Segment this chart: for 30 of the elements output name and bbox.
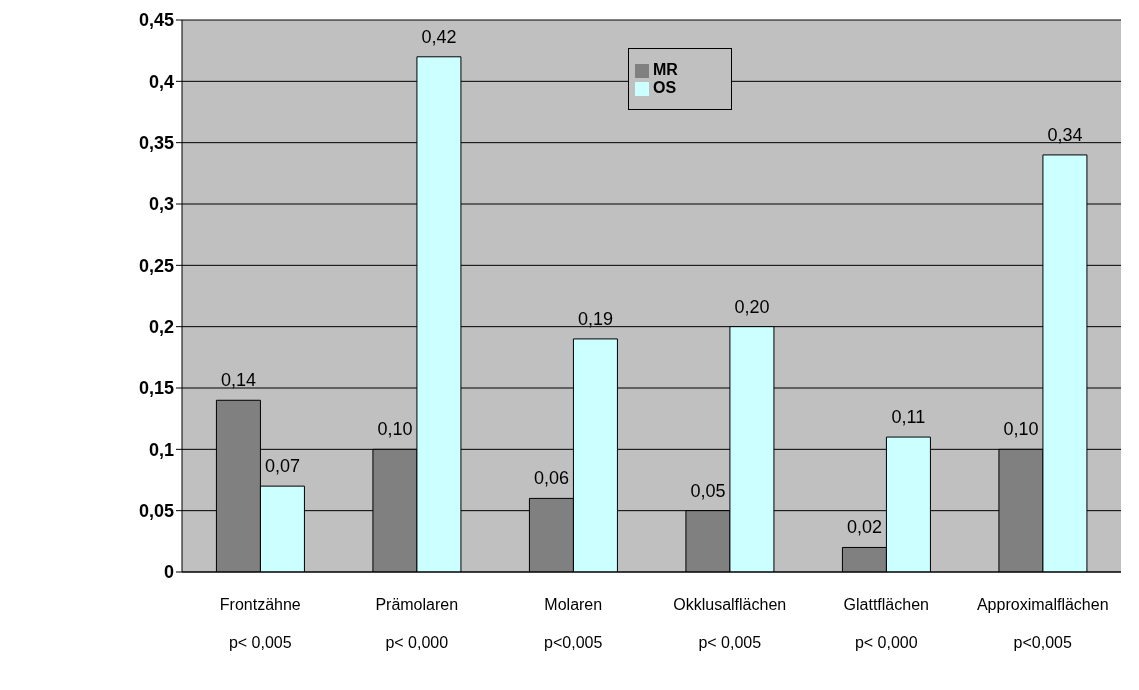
data-label: 0,05 [690, 480, 726, 501]
category-label: Prämolaren p< 0,000 [375, 596, 459, 651]
data-label: 0,42 [421, 26, 457, 47]
y-tick-label: 0,1 [148, 439, 174, 460]
category-label: Frontzähne p< 0,005 [219, 596, 301, 651]
category-label: Okklusalflächen p< 0,005 [673, 596, 787, 651]
data-label: 0,14 [220, 370, 256, 391]
data-label: 0,06 [533, 468, 569, 489]
y-tick-label: 0,3 [148, 194, 174, 215]
y-tick-label: 0,25 [138, 255, 174, 276]
y-tick-label: 0,15 [138, 378, 174, 399]
data-label: 0,02 [846, 517, 882, 538]
data-label: 0,07 [264, 456, 300, 477]
data-label: 0,20 [734, 296, 770, 317]
legend-label: MR [653, 61, 678, 78]
y-tick-label: 0,2 [148, 317, 174, 338]
data-label: 0,11 [891, 407, 926, 428]
category-label: Glattflächen p< 0,000 [843, 596, 929, 651]
y-tick-label: 0 [163, 562, 174, 583]
legend-label: OS [653, 79, 677, 96]
y-tick-label: 0,45 [138, 10, 174, 31]
data-label: 0,10 [377, 419, 413, 440]
data-label: 0,34 [1047, 124, 1083, 145]
category-label: Molaren p<0,005 [544, 596, 603, 651]
data-label: 0,19 [577, 308, 613, 329]
data-label: 0,10 [1003, 419, 1039, 440]
y-tick-label: 0,05 [138, 501, 174, 522]
y-tick-label: 0,4 [148, 71, 174, 92]
y-tick-label: 0,35 [138, 133, 174, 154]
category-label: Approximalflächen p<0,005 [976, 596, 1109, 651]
